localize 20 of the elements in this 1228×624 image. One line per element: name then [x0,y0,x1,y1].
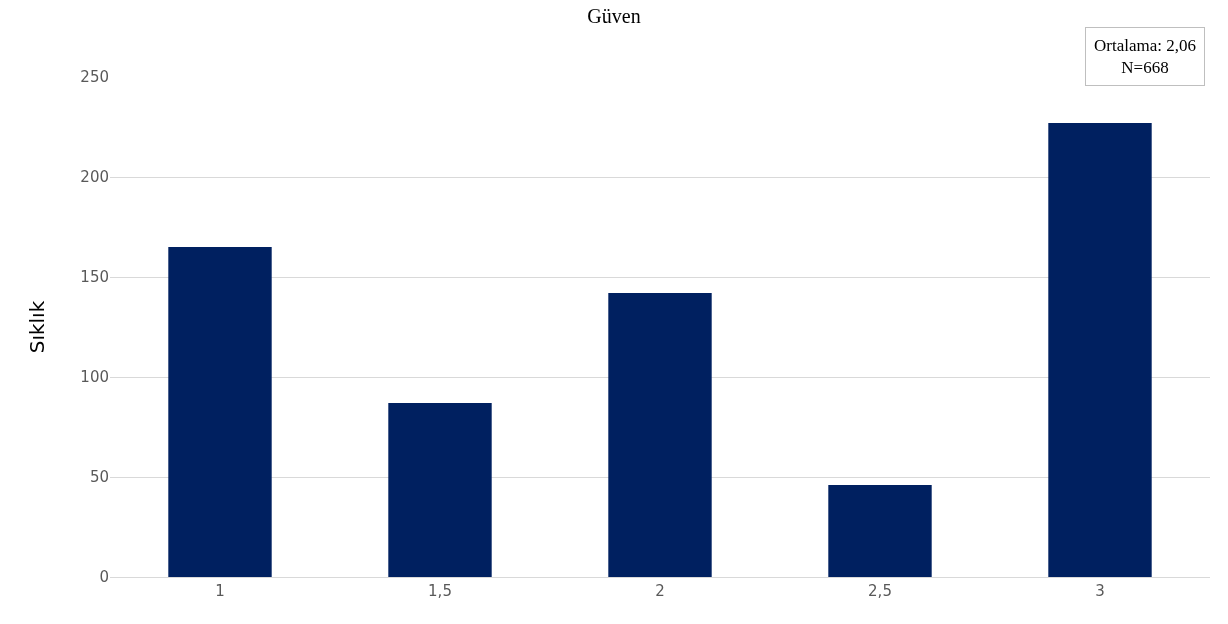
chart-title: Güven [587,5,641,28]
bar [1048,123,1152,577]
y-tick-label: 0 [99,568,109,587]
x-tick-label: 1 [215,582,225,600]
bar [168,247,272,577]
bar [828,485,932,577]
text: Ortalama: 2,06 [1094,36,1196,55]
x-tick-label: 1,5 [428,582,452,600]
y-tick-label: 150 [80,268,109,287]
bar [388,403,492,577]
y-axis-title: Sıklık [24,300,49,354]
y-tick-label: 100 [80,368,109,387]
annotation: N=668 [1121,58,1169,78]
y-tick-label: 200 [80,168,109,187]
y-tick-label: 50 [89,468,109,487]
x-tick-label: 3 [1095,582,1105,600]
x-tick-label: 2 [655,582,665,600]
x-tick-label: 2,5 [868,582,892,600]
bar [608,293,712,577]
y-tick-label: 250 [80,68,109,87]
